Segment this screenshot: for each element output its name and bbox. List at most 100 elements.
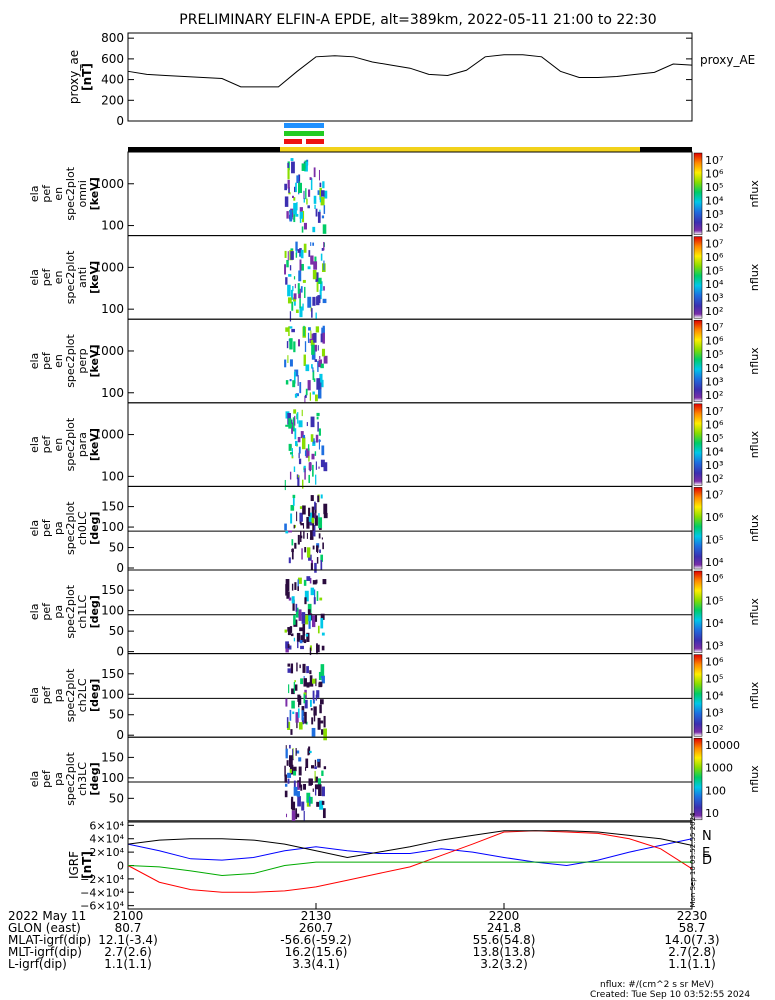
spectrogram-pixel [297,586,299,591]
igrf-ylabel: IGRF [67,851,81,879]
proxy-ae-ylabel: proxy_ae [67,50,81,104]
spectrogram-ylabel: ela pef en spec2plot omni [keV] [28,166,101,220]
spectrogram-panel-1: ela pef en spec2plot omni [keV]100010010⁷10⁶1… [28,151,761,237]
spectrogram-frame [127,151,693,237]
spectrogram-pixel [298,722,303,730]
spectrogram-pixel [291,539,294,546]
spectrogram-pixel [293,341,296,353]
colorbar-tick-label: 10² [705,222,723,235]
orbit-row-value: 2.7(2.6) [104,945,152,959]
colorbar-tick-label: 10⁵ [705,181,723,194]
colorbar-tick-label: 10³ [705,640,723,653]
spectrogram-pixel [310,530,314,540]
spectrogram-pixel [288,645,292,650]
colorbar-label: nflux [748,347,761,375]
spectrogram-pixel [295,607,299,618]
spectrogram-pixel [307,205,310,209]
spectrogram-ylabel-line: spec2plot [64,417,77,471]
orbit-row-value: 58.7 [679,921,706,935]
spectrogram-pixel [287,179,290,189]
igrf-ytick-label: 0 [117,860,124,873]
orbit-row-value: 260.7 [299,921,333,935]
spectrogram-ytick-label: 50 [109,708,124,722]
spectrogram-pixel [321,379,324,388]
spectrogram-pixel [292,494,296,499]
spectrogram-pixel [299,252,302,257]
spectrogram-panel-6: ela pef pa spec2plot ch1LC [deg]15010050010⁶1… [28,569,761,659]
spectrogram-pixel [308,189,311,197]
spectrogram-ytick-label: 100 [101,687,124,701]
spectrogram-pixel [290,251,294,260]
spectrogram-pixel [287,629,291,636]
spectrogram-pixel [291,289,293,300]
proxy-ae-unit: [nT] [80,63,94,91]
spectrogram-pixel [314,256,317,266]
colorbar-tick-label: 10⁶ [705,335,724,348]
spectrogram-pixel [316,591,319,601]
spectrogram-ylabel-line: spec2plot [64,752,77,806]
spectrogram-pixel [316,412,320,417]
spectrogram-pixel [313,378,316,382]
spectrogram-pixel [286,259,289,268]
colorbar-gradient [693,654,703,737]
spectrogram-pixel [285,748,288,759]
spectrogram-frame [127,653,693,738]
spectrogram-frame [127,402,693,487]
spectrogram-pixel [307,444,310,451]
spectrogram-pixel [317,778,322,786]
spectrogram-pixel [304,341,307,352]
spectrogram-ylabel-line: spec2plot [64,501,77,555]
spectrogram-pixel [313,344,317,352]
spectrogram-ylabel-line: en [52,271,65,285]
spectrogram-pixel [293,786,298,796]
spectrogram-pixel [313,332,317,343]
spectrogram-pixel [309,577,312,584]
spectrogram-pixel [296,175,299,184]
spectrogram-pixel [308,617,311,629]
spectrogram-pixel [311,506,315,519]
spectrogram-ylabel-line: en [52,187,65,201]
spectrogram-panel-5: ela pef pa spec2plot ch0LC [deg]15010050010⁷1… [28,485,761,575]
spectrogram-pixel [285,813,288,818]
spectrogram-ylabel-line: para [76,432,89,457]
spectrogram-pixel [297,436,301,443]
spectrogram-ytick-label: 100 [101,604,124,618]
footer-units: nflux: #/(cm^2 s sr MeV) [600,980,714,990]
spectrogram-pixel [312,519,315,531]
spectrogram-pixel [289,626,293,633]
colorbar-label: nflux [748,263,761,291]
spectrogram-pixel [320,281,323,291]
colorbar-tick-label: 10³ [705,208,723,221]
spectrogram-pixel [320,197,325,206]
spectrogram-pixel [293,409,297,414]
spectrogram-pixel [314,770,316,782]
spectrogram-pixel [309,681,314,687]
spectrogram-pixel [290,729,293,735]
spectrogram-pixel [303,530,305,539]
spectrogram-data-region [284,325,328,403]
x-axis-tick-label: 2100 [113,909,144,923]
spectrogram-pixel [314,789,317,796]
spectrogram-pixel [306,516,310,529]
spectrogram-pixel [317,190,320,195]
spectrogram-pixel [303,810,305,821]
spectrogram-pixel [308,456,310,462]
spectrogram-pixel [302,524,305,529]
spectrogram-pixel [315,312,317,320]
spectrogram-pixel [294,283,296,289]
spectrogram-pixel [309,392,312,401]
spectrogram-pixel [294,582,297,590]
spectrogram-pixel [297,534,300,545]
spectrogram-pixel [308,250,311,257]
spectrogram-pixel [323,190,328,199]
spectrogram-pixel [290,798,293,810]
spectrogram-ylabel-line: [deg] [88,512,101,545]
spectrogram-panels: ela pef en spec2plot omni [keV]100010010⁷10⁶1… [28,151,761,822]
spectrogram-ylabel-line: pef [40,685,53,704]
spectrogram-pixel [287,297,292,304]
spectrogram-pixel [286,717,289,728]
spectrogram-pixel [298,699,300,708]
spectrogram-pixel [311,717,314,725]
spectrogram-pixel [298,452,300,459]
